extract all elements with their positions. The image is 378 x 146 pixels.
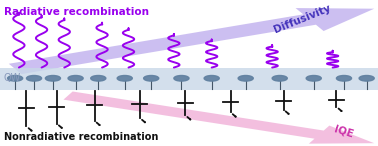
Circle shape [204,75,219,81]
Polygon shape [9,8,374,74]
Text: Diffusivity: Diffusivity [273,2,332,34]
Circle shape [45,75,60,81]
Text: Radiative recombination: Radiative recombination [4,7,149,17]
Circle shape [306,75,321,81]
Circle shape [117,75,132,81]
Text: QW: QW [4,73,21,83]
Text: Nonradiative recombination: Nonradiative recombination [4,132,158,142]
Polygon shape [64,92,374,144]
Circle shape [272,75,287,81]
Circle shape [26,75,42,81]
Circle shape [144,75,159,81]
Circle shape [336,75,352,81]
Circle shape [68,75,83,81]
Circle shape [359,75,374,81]
Circle shape [174,75,189,81]
Circle shape [91,75,106,81]
Bar [0,68,378,90]
Text: IQE: IQE [333,124,355,140]
Circle shape [238,75,253,81]
Circle shape [8,75,23,81]
